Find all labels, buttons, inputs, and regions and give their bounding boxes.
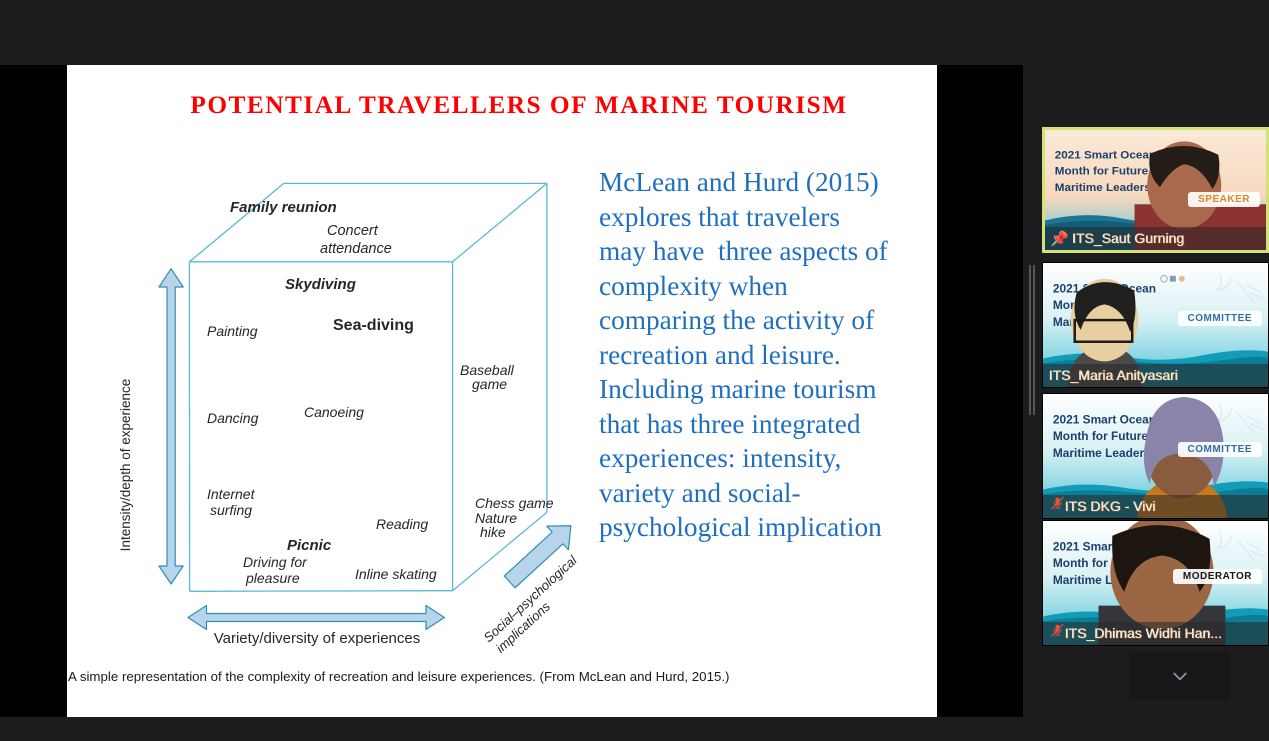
svg-text:Intensity/depth of experience: Intensity/depth of experience <box>118 379 133 552</box>
svg-text:Internet: Internet <box>207 486 256 502</box>
svg-text:Family reunion: Family reunion <box>230 199 337 216</box>
svg-text:Skydiving: Skydiving <box>285 276 356 293</box>
svg-text:game: game <box>472 376 507 392</box>
svg-text:Maritime Leaders: Maritime Leaders <box>1053 446 1151 460</box>
svg-text:Concert: Concert <box>327 223 379 239</box>
svg-text:2021 Smart Ocean: 2021 Smart Ocean <box>1053 413 1156 427</box>
svg-text:surfing: surfing <box>210 502 252 518</box>
svg-text:Month for Future: Month for Future <box>1053 429 1148 443</box>
svg-text:Maritime Leaders: Maritime Leaders <box>1055 182 1151 194</box>
svg-text:Driving for: Driving for <box>243 554 308 570</box>
svg-text:Picnic: Picnic <box>287 537 332 554</box>
svg-text:2021 Smart Ocean: 2021 Smart Ocean <box>1055 150 1156 162</box>
svg-text:Painting: Painting <box>207 323 258 339</box>
svg-text:Reading: Reading <box>376 516 428 532</box>
svg-text:Dancing: Dancing <box>207 410 259 426</box>
svg-text:Canoeing: Canoeing <box>304 404 364 420</box>
svg-text:Variety/diversity of experienc: Variety/diversity of experiences <box>214 630 420 647</box>
svg-text:Sea-diving: Sea-diving <box>333 317 414 334</box>
svg-text:pleasure: pleasure <box>245 570 300 586</box>
svg-text:attendance: attendance <box>320 241 392 257</box>
svg-text:Inline skating: Inline skating <box>355 566 437 582</box>
svg-text:hike: hike <box>480 524 506 540</box>
svg-text:Month for Future: Month for Future <box>1055 166 1149 178</box>
svg-text:Chess game: Chess game <box>475 495 554 511</box>
